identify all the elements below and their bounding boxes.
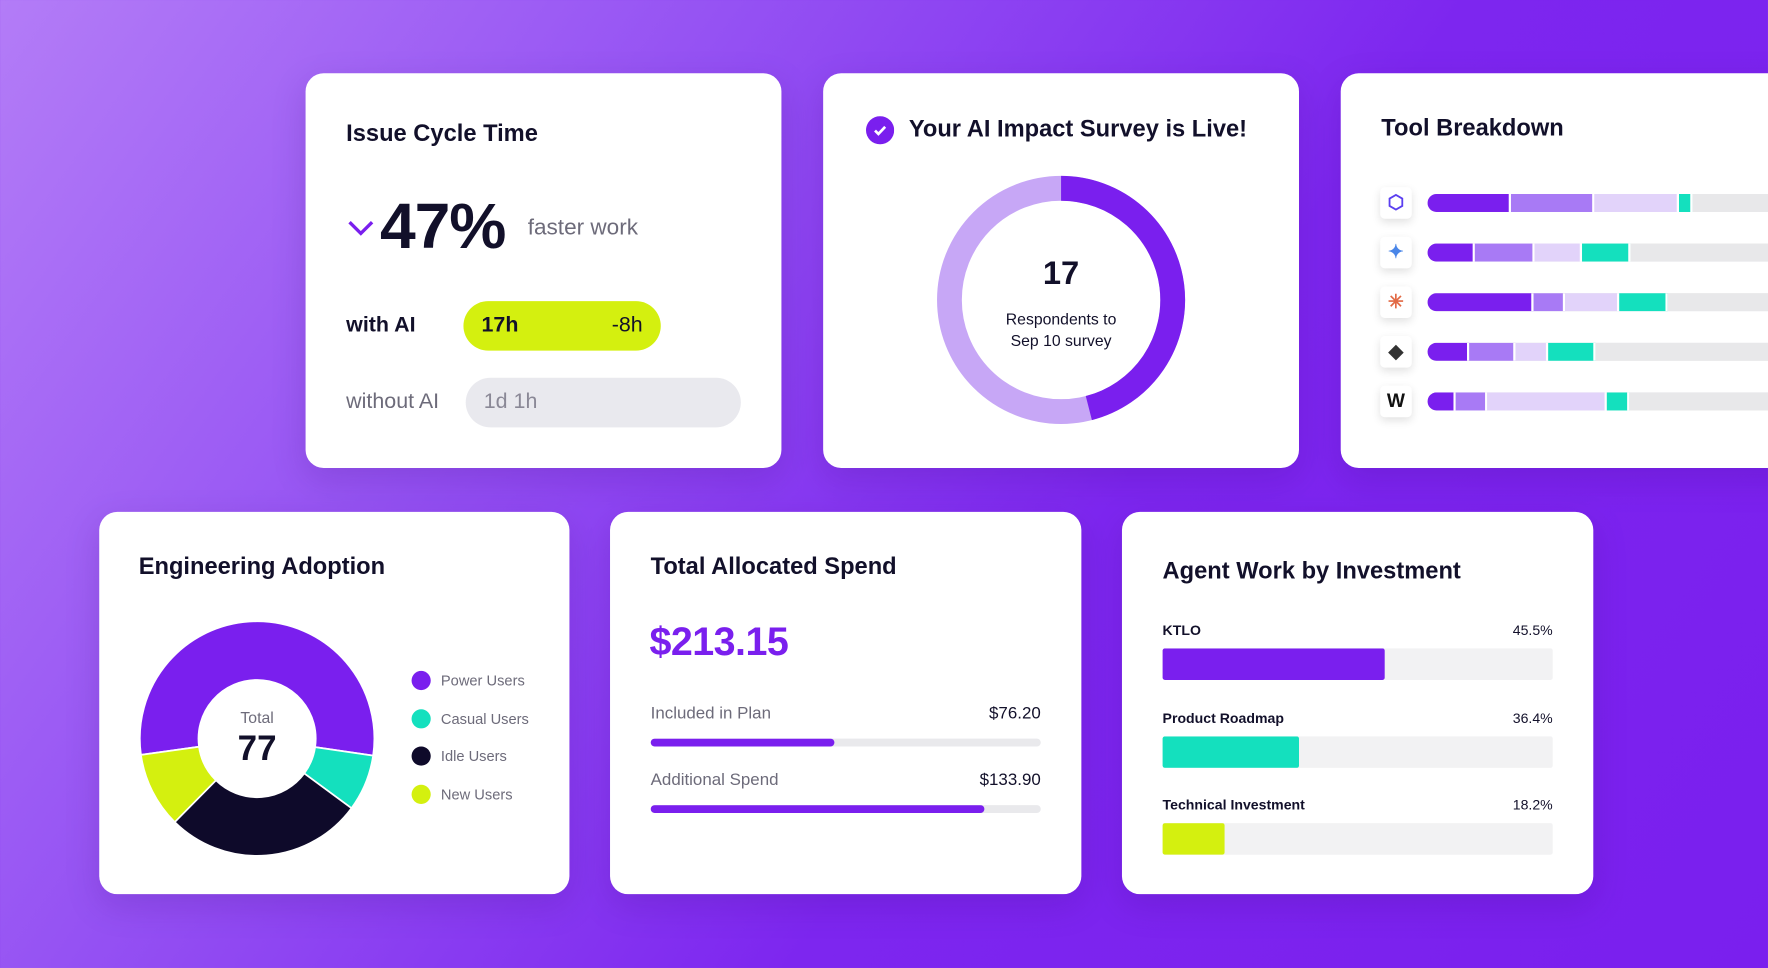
donut-slice-new-users xyxy=(140,745,218,824)
donut-slice-power-users xyxy=(138,620,376,757)
tool-bar-segment xyxy=(1455,392,1488,411)
legend-label: Casual Users xyxy=(440,709,529,727)
spend-item-label: Additional Spend xyxy=(650,770,779,790)
tool-bar-segment xyxy=(1679,193,1693,212)
engineering-adoption-card: Engineering Adoption Total 77 Power User… xyxy=(99,511,570,895)
card-title: Issue Cycle Time xyxy=(346,120,538,147)
investment-bar-fill xyxy=(1162,735,1300,768)
tool-usage-bar xyxy=(1427,342,1768,361)
issue-cycle-time-card: Issue Cycle Time 47% faster work with AI… xyxy=(305,73,782,468)
spend-progress-bar xyxy=(650,738,1041,747)
tool-bar-segment xyxy=(1474,243,1535,262)
legend-dot xyxy=(411,746,431,766)
survey-caption-2: Sep 10 survey xyxy=(1010,331,1112,350)
total-value: 77 xyxy=(237,728,277,768)
survey-donut xyxy=(937,175,1186,424)
investment-bar-fill xyxy=(1162,648,1385,680)
tool-bar-segment xyxy=(1427,243,1475,262)
tool-usage-bar xyxy=(1427,243,1768,262)
survey-caption-1: Respondents to xyxy=(1005,310,1117,329)
without-ai-pill: 1d 1h xyxy=(465,377,741,428)
spend-progress-bar xyxy=(650,805,1041,813)
tool-bar-segment xyxy=(1533,293,1566,312)
legend-label: Power Users xyxy=(440,672,525,689)
spend-progress-fill xyxy=(650,738,834,747)
investment-percent: 18.2% xyxy=(1512,797,1553,813)
check-circle-icon xyxy=(865,116,895,145)
tool-bar-segment xyxy=(1581,243,1631,262)
investment-percent: 45.5% xyxy=(1512,622,1553,639)
spend-item-value: $76.20 xyxy=(989,703,1041,723)
card-title: Tool Breakdown xyxy=(1381,115,1564,141)
without-ai-value: 1d 1h xyxy=(483,390,538,414)
card-title: Engineering Adoption xyxy=(138,553,386,580)
cube-icon: ◆ xyxy=(1380,336,1412,368)
chevron-down-icon xyxy=(348,220,374,236)
adoption-donut xyxy=(138,620,376,857)
tool-bar-segment xyxy=(1427,342,1470,361)
tool-bar-segment xyxy=(1427,392,1456,411)
tool-usage-bar xyxy=(1427,293,1768,312)
with-ai-label: with AI xyxy=(346,313,416,338)
total-spend: $213.15 xyxy=(649,620,789,665)
with-ai-pill: 17h -8h xyxy=(463,301,661,351)
investment-bar xyxy=(1162,823,1553,855)
survey-card: Your AI Impact Survey is Live! 17 Respon… xyxy=(823,73,1299,468)
legend-label: Idle Users xyxy=(440,747,507,765)
legend-dot xyxy=(411,670,431,691)
tool-bar-segment xyxy=(1534,243,1582,262)
investment-percent: 36.4% xyxy=(1512,709,1553,726)
investment-label: Technical Investment xyxy=(1162,797,1305,813)
percent-caption: faster work xyxy=(527,215,639,241)
investment-label: Product Roadmap xyxy=(1162,709,1284,726)
with-ai-value: 17h xyxy=(481,313,519,338)
spend-progress-fill xyxy=(650,805,985,813)
tool-usage-bar xyxy=(1427,193,1768,212)
tool-bar-segment xyxy=(1511,193,1595,212)
donut-slice-idle-users xyxy=(173,772,353,857)
with-ai-delta: -8h xyxy=(611,313,643,338)
spend-item-label: Included in Plan xyxy=(650,703,771,723)
card-title: Agent Work by Investment xyxy=(1162,558,1461,585)
card-title: Your AI Impact Survey is Live! xyxy=(908,116,1248,143)
spend-item-value: $133.90 xyxy=(979,770,1041,790)
starburst-icon: ✳ xyxy=(1380,286,1412,318)
tool-bar-segment xyxy=(1515,342,1549,361)
hexagon-logo-icon: ⬡ xyxy=(1380,187,1412,219)
tool-breakdown-card: Tool Breakdown ⬡ ✦ ✳ ◆ W xyxy=(1340,73,1768,468)
total-allocated-spend-card: Total Allocated Spend $213.15 Included i… xyxy=(610,511,1082,895)
total-label: Total xyxy=(240,708,274,727)
investment-bar xyxy=(1162,648,1553,680)
tool-bar-segment xyxy=(1469,342,1516,361)
investment-bar-fill xyxy=(1162,823,1225,855)
tool-bar-segment xyxy=(1594,193,1680,212)
agent-work-card: Agent Work by Investment KTLO 45.5% Produc… xyxy=(1121,511,1594,895)
sparkle-star-icon: ✦ xyxy=(1380,236,1412,269)
respondent-count: 17 xyxy=(1042,255,1080,293)
legend-label: New Users xyxy=(440,785,513,803)
legend-dot xyxy=(411,784,431,804)
survey-donut-arc xyxy=(1060,175,1186,421)
legend-dot xyxy=(411,708,431,728)
investment-label: KTLO xyxy=(1162,622,1201,639)
tool-bar-segment xyxy=(1565,293,1620,312)
without-ai-label: without AI xyxy=(346,390,440,414)
tool-bar-segment xyxy=(1548,342,1596,361)
tool-bar-segment xyxy=(1607,392,1630,411)
tool-bar-segment xyxy=(1619,293,1668,312)
percent-value: 47% xyxy=(380,190,506,263)
tool-bar-segment xyxy=(1487,392,1608,411)
tool-usage-bar xyxy=(1427,392,1768,411)
card-title: Total Allocated Spend xyxy=(650,553,897,580)
tool-bar-segment xyxy=(1427,293,1534,312)
tool-bar-segment xyxy=(1427,193,1512,212)
w-logo-icon: W xyxy=(1380,385,1412,418)
investment-bar xyxy=(1162,735,1553,768)
